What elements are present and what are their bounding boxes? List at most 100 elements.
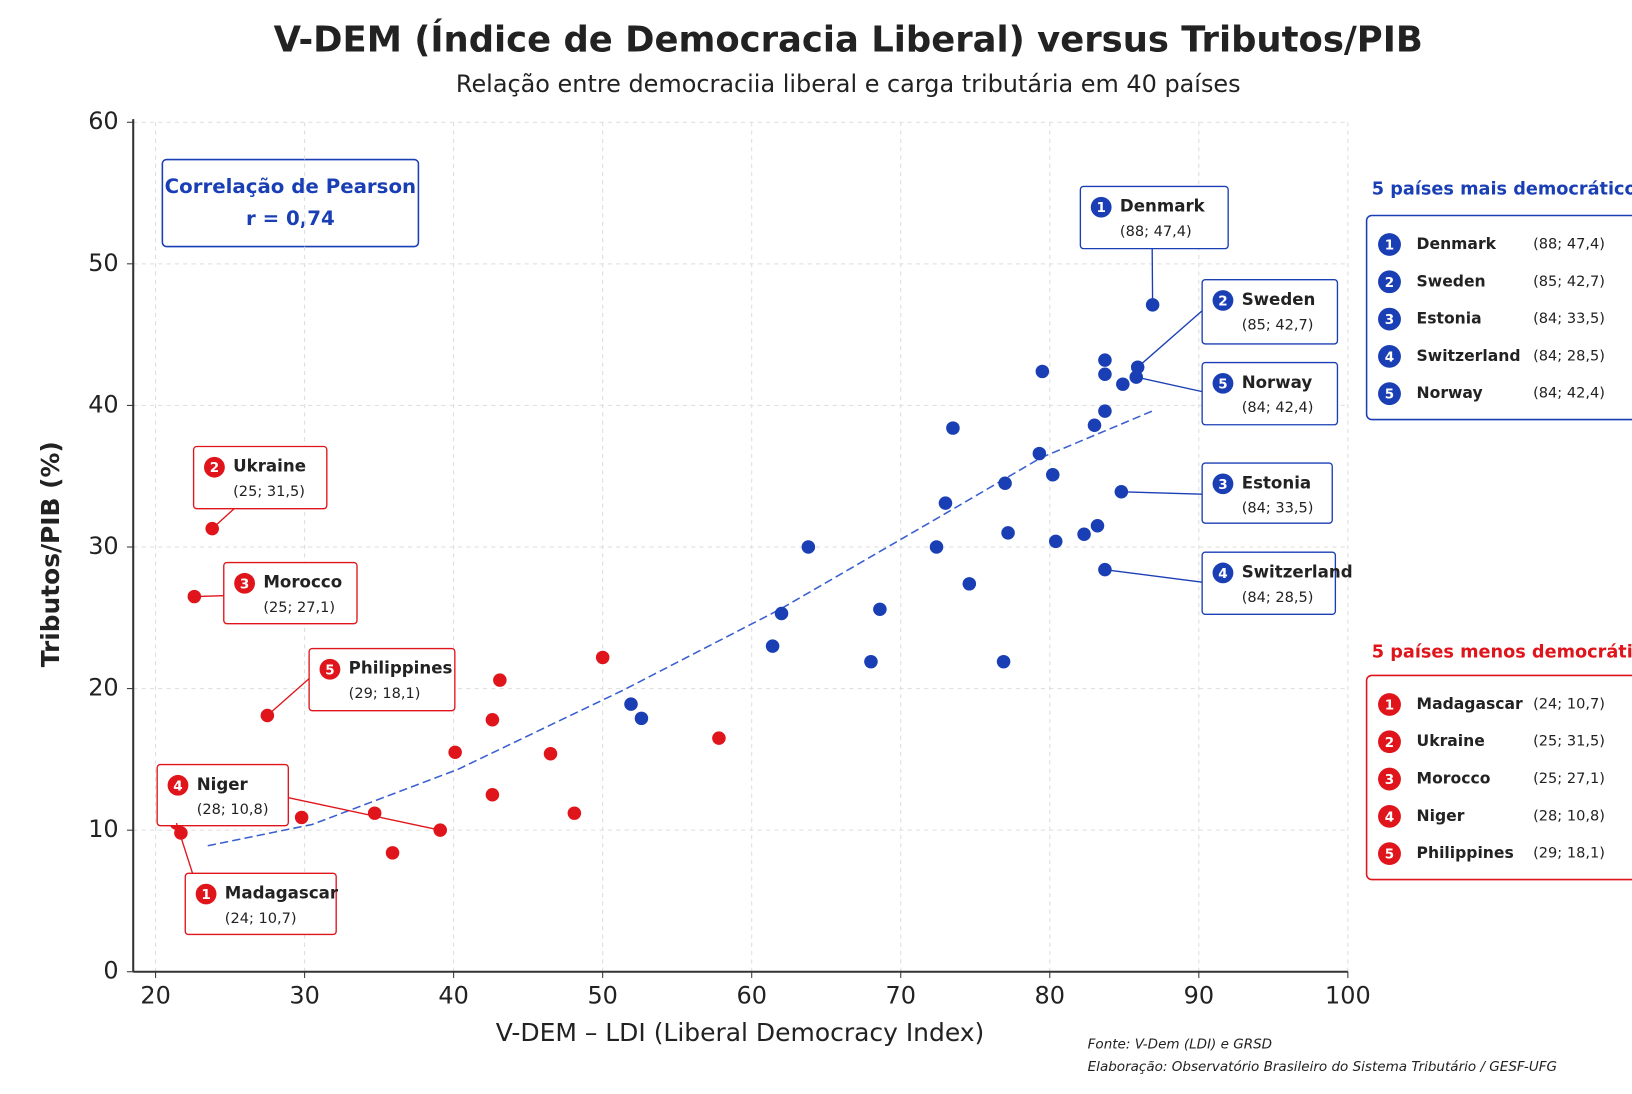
trend-line xyxy=(207,408,1156,847)
leader-line xyxy=(175,822,194,874)
side-table-coords: (84; 28,5) xyxy=(1533,348,1605,364)
point xyxy=(962,577,977,591)
annotation-name: Denmark xyxy=(1120,197,1206,216)
x-tick-label: 70 xyxy=(886,982,916,1010)
point xyxy=(1077,527,1091,541)
point xyxy=(1032,446,1047,461)
side-table-name: Norway xyxy=(1417,384,1483,402)
source: Fonte: V-Dem (LDI) e GRSD xyxy=(1088,1036,1272,1052)
annotation-name: Niger xyxy=(197,775,249,794)
point xyxy=(998,476,1012,491)
side-table-name: Niger xyxy=(1417,807,1465,825)
badge xyxy=(1212,372,1234,394)
y-tick-label: 10 xyxy=(88,815,118,843)
side-table-title: 5 países menos democrático xyxy=(1372,643,1632,663)
point xyxy=(712,731,726,745)
side-table-coords: (84; 33,5) xyxy=(1533,311,1605,327)
badge xyxy=(1378,693,1401,716)
side-table-coords: (25; 31,5) xyxy=(1533,734,1605,750)
badge xyxy=(1378,804,1401,828)
side-table-coords: (85; 42,7) xyxy=(1533,274,1605,290)
source: Elaboração: Observatório Brasileiro do S… xyxy=(1088,1059,1557,1075)
x-axis-label: V-DEM – LDI (Liberal Democracy Index) xyxy=(496,1018,985,1047)
badge-number: 5 xyxy=(325,662,334,678)
annotation-coords: (88; 47,4) xyxy=(1120,224,1192,240)
point xyxy=(567,806,582,820)
annotation-box xyxy=(1201,462,1333,524)
y-axis-label: Tributos/PIB (%) xyxy=(36,441,65,667)
annotation-name: Philippines xyxy=(349,659,453,678)
point xyxy=(1098,353,1112,367)
x-tick-label: 90 xyxy=(1184,982,1214,1010)
point xyxy=(774,606,789,621)
annotation-box xyxy=(1079,185,1229,250)
side-table-coords: (84; 42,4) xyxy=(1533,386,1605,402)
point xyxy=(367,806,382,820)
leader-line xyxy=(1104,568,1203,583)
point xyxy=(996,654,1011,669)
annotation-name: Norway xyxy=(1242,373,1313,392)
leader-line xyxy=(1136,376,1203,393)
annotation-coords: (25; 31,5) xyxy=(233,484,305,500)
annotation-box xyxy=(192,445,328,510)
leader-line xyxy=(1137,310,1203,368)
badge-number: 3 xyxy=(1385,772,1394,788)
badge-number: 1 xyxy=(1385,698,1394,714)
badge xyxy=(1378,382,1401,406)
point xyxy=(385,846,400,860)
y-tick-label: 0 xyxy=(103,957,118,985)
leader-line xyxy=(211,508,235,530)
badge-number: 2 xyxy=(1218,293,1227,309)
leader-line xyxy=(1121,491,1203,495)
side-table-name: Philippines xyxy=(1417,844,1514,862)
x-tick-label: 100 xyxy=(1325,982,1371,1010)
badge-number: 3 xyxy=(1385,312,1394,328)
point xyxy=(1001,526,1015,540)
annotation-box xyxy=(1201,361,1339,426)
badge xyxy=(1378,233,1401,256)
annotation-box xyxy=(184,872,337,936)
correlation-value: r = 0,74 xyxy=(246,207,335,230)
badge xyxy=(1212,562,1234,584)
side-table-name: Switzerland xyxy=(1417,347,1521,365)
badge xyxy=(234,572,255,594)
side-table-title: 5 países mais democráticos xyxy=(1372,180,1632,200)
badge xyxy=(1090,196,1112,218)
side-table-name: Sweden xyxy=(1417,272,1486,290)
point xyxy=(1046,468,1060,482)
x-tick-label: 80 xyxy=(1035,982,1065,1010)
badge-number: 3 xyxy=(240,576,249,592)
badge-number: 5 xyxy=(1385,387,1394,403)
point xyxy=(864,654,878,669)
point xyxy=(624,697,638,711)
y-tick-label: 30 xyxy=(88,532,118,560)
point xyxy=(929,540,944,554)
badge-number: 3 xyxy=(1218,477,1227,493)
side-table-coords: (88; 47,4) xyxy=(1533,237,1605,253)
annotation-box xyxy=(223,561,358,625)
annotation-coords: (84; 28,5) xyxy=(1242,590,1314,606)
badge xyxy=(1378,730,1401,754)
correlation-box xyxy=(161,158,420,248)
x-tick-label: 60 xyxy=(736,982,766,1010)
badge xyxy=(1378,307,1401,331)
point xyxy=(595,650,610,665)
annotation-coords: (84; 33,5) xyxy=(1242,501,1314,517)
side-table-name: Denmark xyxy=(1417,235,1497,253)
badge-number: 5 xyxy=(1385,847,1394,863)
correlation-title: Correlação de Pearson xyxy=(165,175,416,198)
badge xyxy=(1378,842,1401,866)
point xyxy=(1116,377,1130,391)
point xyxy=(485,712,500,727)
annotation-name: Sweden xyxy=(1242,290,1316,309)
side-table-name: Ukraine xyxy=(1417,732,1485,750)
y-tick-label: 40 xyxy=(88,390,118,418)
point xyxy=(765,639,780,653)
badge-number: 2 xyxy=(1385,275,1394,291)
point xyxy=(1087,418,1102,432)
annotation-name: Madagascar xyxy=(225,884,339,903)
badge-number: 5 xyxy=(1218,376,1227,392)
badge xyxy=(1378,270,1401,294)
leader-line xyxy=(194,595,224,598)
